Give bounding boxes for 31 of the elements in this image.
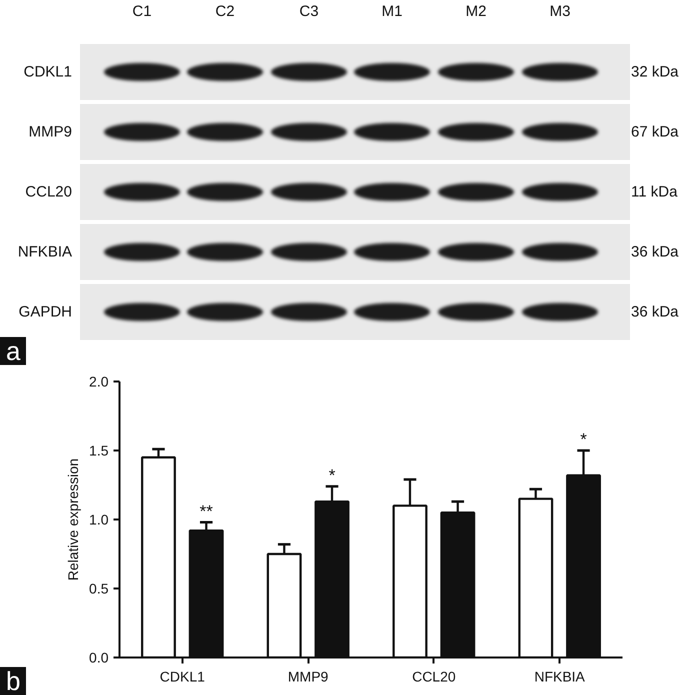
y-tick-label: 0.5 (89, 580, 109, 596)
text: a (0, 336, 26, 366)
x-tick-label: MMP9 (288, 668, 329, 684)
category-label: NFKBIA (18, 243, 72, 260)
y-axis-title: Relative expression (65, 458, 82, 581)
category-label: GAPDH (18, 303, 72, 320)
category-label: C2 (215, 2, 235, 22)
x-tick-label: CCL20 (412, 668, 456, 684)
y-tick-label: 2.0 (89, 374, 109, 390)
x-tick-label: CDKL1 (160, 668, 206, 684)
category-label: 36 kDa (631, 303, 679, 320)
y-tick-label: 1.5 (89, 442, 109, 458)
category-label: M3 (550, 2, 570, 22)
category-label: 11 kDa (631, 183, 678, 200)
category-label: M1 (382, 2, 402, 22)
category-label: 67 kDa (631, 123, 679, 140)
category-label: 36 kDa (631, 243, 679, 260)
data-label: ** (200, 502, 214, 521)
x-tick-label: NFKBIA (534, 668, 586, 684)
category-label: CDKL1 (24, 63, 72, 80)
category-label: CCL20 (25, 183, 72, 200)
text: b (0, 666, 26, 695)
y-tick-label: 1.0 (89, 512, 109, 528)
data-label: * (328, 466, 336, 485)
data-label: * (580, 430, 588, 449)
category-label: 32 kDa (631, 63, 679, 80)
category-label: MMP9 (28, 123, 72, 140)
y-tick-label: 0.0 (89, 650, 109, 666)
category-label: M2 (466, 2, 486, 22)
category-label: C1 (132, 2, 152, 22)
category-label: C3 (299, 2, 319, 22)
